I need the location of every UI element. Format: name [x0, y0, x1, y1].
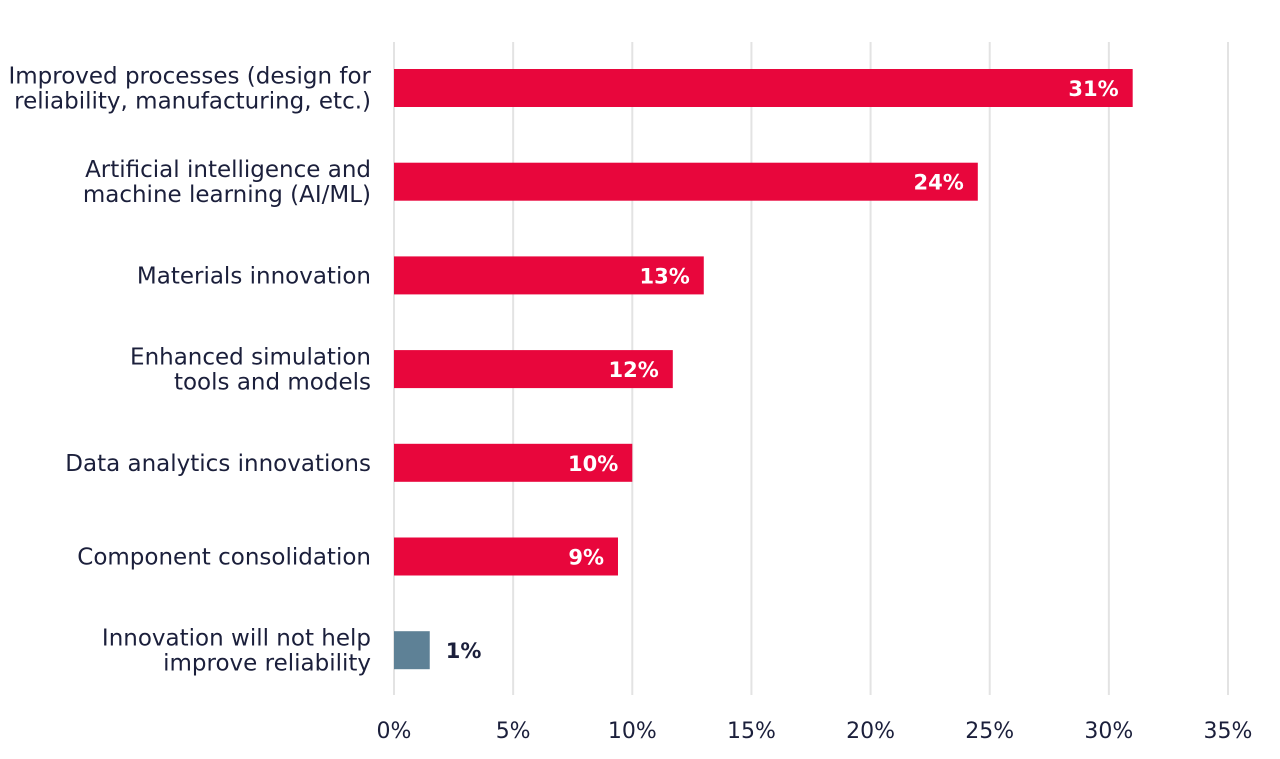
x-tick-label: 35%: [1204, 719, 1253, 744]
category-label: Improved processes (design for reliabilit…: [8, 64, 371, 115]
x-tick-label: 5%: [496, 719, 531, 744]
category-label: Enhanced simulation tools and models: [130, 345, 371, 396]
x-tick-label: 10%: [608, 719, 657, 744]
x-axis-tick-labels: 0% 5% 10% 15% 20% 25% 30% 35%: [377, 719, 1253, 744]
bar: [394, 631, 430, 670]
value-label: 24%: [914, 171, 964, 195]
value-label: 12%: [609, 358, 659, 382]
bar: [394, 537, 618, 576]
bars: [394, 69, 1133, 670]
value-labels: 31% 24% 13% 12% 10% 9% 1%: [446, 77, 1119, 663]
value-label: 9%: [568, 546, 604, 570]
bar: [394, 350, 673, 389]
value-label: 13%: [640, 264, 690, 288]
category-labels: Improved processes (design for reliabilit…: [8, 64, 371, 677]
category-label: Innovation will not help improve reliabil…: [102, 626, 371, 677]
value-label: 10%: [568, 452, 618, 476]
bar: [394, 443, 633, 482]
category-label: Artificial intelligence and machine learn…: [83, 157, 371, 208]
value-label: 31%: [1068, 77, 1118, 101]
x-tick-label: 0%: [377, 719, 412, 744]
category-label: Data analytics innovations: [65, 451, 371, 477]
bar: [394, 162, 978, 201]
value-label: 1%: [446, 639, 482, 663]
x-tick-label: 15%: [727, 719, 776, 744]
bar: [394, 256, 704, 295]
bar: [394, 69, 1133, 107]
category-label: Component consolidation: [77, 545, 371, 571]
category-label: Materials innovation: [137, 263, 371, 289]
x-tick-label: 25%: [965, 719, 1014, 744]
x-tick-label: 20%: [846, 719, 895, 744]
x-tick-label: 30%: [1084, 719, 1133, 744]
